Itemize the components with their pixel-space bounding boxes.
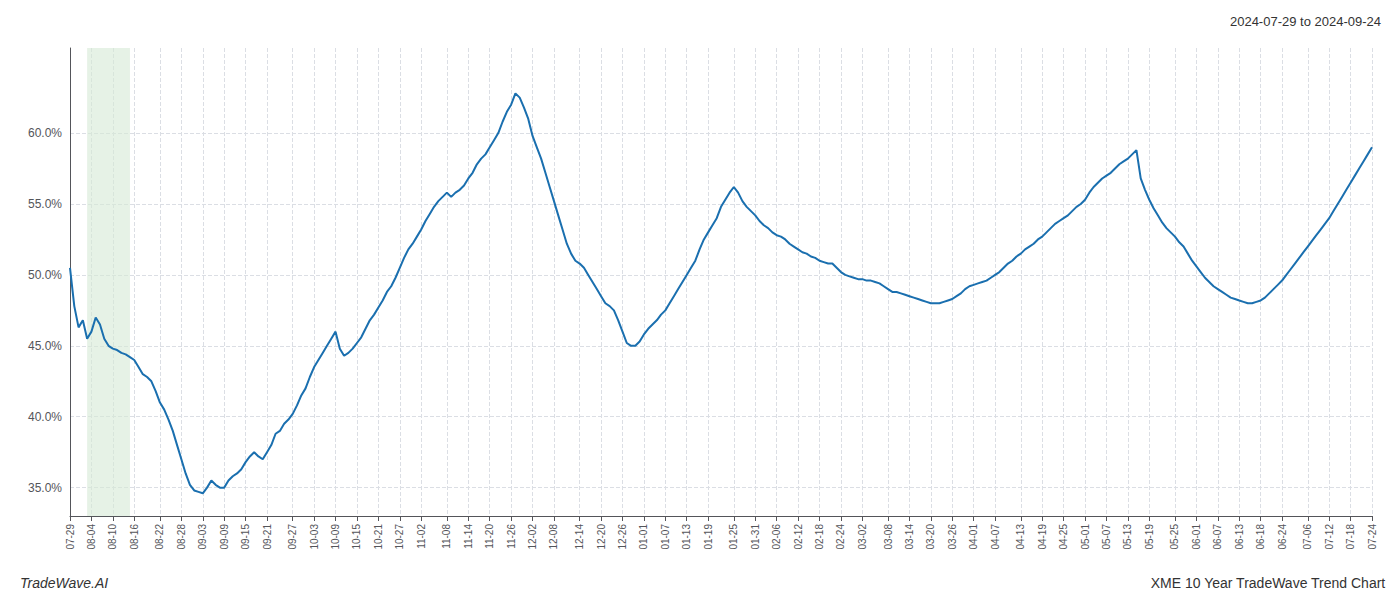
- svg-text:11-20: 11-20: [484, 524, 495, 549]
- svg-text:05-07: 05-07: [1101, 524, 1112, 550]
- svg-text:10-27: 10-27: [394, 524, 405, 550]
- svg-text:07-24: 07-24: [1367, 524, 1378, 550]
- svg-text:04-07: 04-07: [990, 524, 1001, 550]
- svg-text:01-01: 01-01: [638, 524, 649, 550]
- svg-text:02-12: 02-12: [793, 524, 804, 550]
- svg-text:10-03: 10-03: [309, 524, 320, 550]
- svg-text:12-08: 12-08: [548, 524, 559, 550]
- svg-text:02-24: 02-24: [835, 524, 846, 550]
- svg-text:45.0%: 45.0%: [28, 339, 62, 353]
- svg-text:09-21: 09-21: [262, 524, 273, 550]
- svg-text:08-04: 08-04: [86, 524, 97, 550]
- svg-text:40.0%: 40.0%: [28, 410, 62, 424]
- svg-text:09-03: 09-03: [197, 524, 208, 550]
- svg-text:06-07: 06-07: [1212, 524, 1223, 550]
- svg-text:06-24: 06-24: [1277, 524, 1288, 550]
- svg-text:50.0%: 50.0%: [28, 268, 62, 282]
- svg-text:07-06: 07-06: [1302, 524, 1313, 550]
- svg-text:03-14: 03-14: [904, 524, 915, 550]
- svg-text:01-19: 01-19: [703, 524, 714, 550]
- svg-text:55.0%: 55.0%: [28, 197, 62, 211]
- svg-text:12-20: 12-20: [596, 524, 607, 550]
- svg-text:03-20: 03-20: [925, 524, 936, 550]
- svg-text:08-16: 08-16: [129, 524, 140, 550]
- svg-text:05-01: 05-01: [1080, 524, 1091, 550]
- svg-text:03-26: 03-26: [947, 524, 958, 550]
- svg-text:07-12: 07-12: [1324, 524, 1335, 550]
- svg-text:06-13: 06-13: [1234, 524, 1245, 550]
- svg-text:09-15: 09-15: [240, 524, 251, 550]
- svg-text:35.0%: 35.0%: [28, 481, 62, 495]
- svg-text:06-18: 06-18: [1255, 524, 1266, 550]
- svg-text:01-13: 01-13: [681, 524, 692, 550]
- svg-text:12-14: 12-14: [574, 524, 585, 550]
- svg-text:01-07: 01-07: [660, 524, 671, 550]
- svg-text:11-08: 11-08: [441, 524, 452, 549]
- svg-text:09-27: 09-27: [287, 524, 298, 550]
- svg-text:08-28: 08-28: [176, 524, 187, 550]
- svg-text:04-19: 04-19: [1037, 524, 1048, 550]
- svg-text:12-26: 12-26: [617, 524, 628, 550]
- svg-text:TradeWave.AI: TradeWave.AI: [20, 575, 108, 591]
- svg-text:08-10: 08-10: [107, 524, 118, 550]
- svg-text:11-26: 11-26: [506, 524, 517, 549]
- svg-text:08-22: 08-22: [154, 524, 165, 550]
- svg-text:10-15: 10-15: [351, 524, 362, 550]
- svg-text:60.0%: 60.0%: [28, 126, 62, 140]
- svg-text:10-09: 10-09: [330, 524, 341, 550]
- svg-text:06-01: 06-01: [1191, 524, 1202, 550]
- svg-text:02-06: 02-06: [771, 524, 782, 550]
- svg-text:07-18: 07-18: [1345, 524, 1356, 550]
- svg-text:04-13: 04-13: [1015, 524, 1026, 550]
- svg-text:2024-07-29 to 2024-09-24: 2024-07-29 to 2024-09-24: [1230, 14, 1381, 29]
- svg-text:01-25: 01-25: [728, 524, 739, 550]
- svg-text:03-02: 03-02: [857, 524, 868, 550]
- svg-text:12-02: 12-02: [527, 524, 538, 550]
- svg-text:01-31: 01-31: [750, 524, 761, 550]
- svg-text:02-18: 02-18: [814, 524, 825, 550]
- svg-text:05-13: 05-13: [1122, 524, 1133, 550]
- svg-text:04-01: 04-01: [968, 524, 979, 550]
- svg-text:05-25: 05-25: [1169, 524, 1180, 550]
- svg-text:03-08: 03-08: [883, 524, 894, 550]
- svg-text:10-21: 10-21: [373, 524, 384, 550]
- svg-text:XME 10 Year TradeWave Trend Ch: XME 10 Year TradeWave Trend Chart: [1151, 575, 1386, 591]
- svg-text:04-25: 04-25: [1058, 524, 1069, 550]
- svg-text:05-19: 05-19: [1144, 524, 1155, 550]
- svg-text:09-09: 09-09: [219, 524, 230, 550]
- svg-text:07-29: 07-29: [65, 524, 76, 550]
- svg-text:11-14: 11-14: [463, 524, 474, 549]
- svg-text:11-02: 11-02: [416, 524, 427, 549]
